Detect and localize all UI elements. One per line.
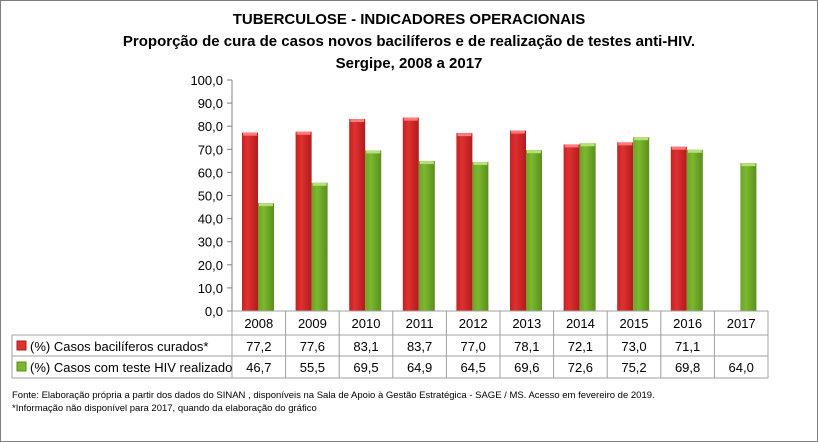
bar-top-highlight — [511, 130, 525, 134]
bar-top-highlight — [350, 119, 365, 123]
bar-hiv-test-2016 — [686, 149, 703, 311]
data-table-value: 77,2 — [246, 339, 271, 354]
legend-label: (%) Casos bacilíferos curados* — [30, 339, 208, 354]
bar-hiv-test-2017 — [740, 163, 757, 311]
data-table-value: 77,0 — [461, 339, 486, 354]
x-category-label: 2008 — [244, 316, 273, 331]
y-tick-label: 100,0 — [190, 73, 223, 88]
bar-cured-2011 — [402, 117, 419, 311]
bar-top-highlight — [457, 133, 472, 137]
bar-top-highlight — [527, 150, 541, 154]
source-note: Fonte: Elaboração própria a partir dos d… — [12, 390, 655, 401]
bar-top-highlight — [259, 203, 273, 207]
y-tick-label: 50,0 — [198, 189, 223, 204]
x-category-label: 2013 — [512, 316, 541, 331]
legend-label: (%) Casos com teste HIV realizado — [30, 360, 232, 375]
y-tick-label: 20,0 — [198, 258, 223, 273]
chart-title-line-2: Proporção de cura de casos novos bacilíf… — [123, 33, 695, 50]
y-tick-label: 80,0 — [198, 119, 223, 134]
bar-top-highlight — [296, 131, 311, 135]
legend-key-cured — [16, 340, 27, 351]
x-category-label: 2014 — [566, 316, 595, 331]
bar-top-highlight — [564, 144, 579, 148]
bar-hiv-test-2011 — [418, 161, 435, 311]
bar-top-highlight — [473, 162, 488, 166]
y-tick-label: 60,0 — [198, 165, 223, 180]
bar-top-highlight — [671, 146, 686, 150]
bar-top-highlight — [366, 150, 381, 154]
y-tick-label: 90,0 — [198, 96, 223, 111]
bar-hiv-test-2008 — [258, 203, 274, 311]
data-table-value: 83,1 — [353, 339, 378, 354]
data-table-value: 83,7 — [407, 339, 432, 354]
data-table-value: 78,1 — [514, 339, 539, 354]
data-table-value: 69,6 — [514, 360, 539, 375]
chart-title-line-1: TUBERCULOSE - INDICADORES OPERACIONAIS — [233, 11, 586, 28]
x-category-label: 2016 — [673, 316, 702, 331]
bar-hiv-test-2014 — [579, 143, 596, 311]
data-table-value: 75,2 — [621, 360, 646, 375]
x-category-label: 2015 — [620, 316, 649, 331]
bar-top-highlight — [243, 132, 257, 136]
bar-top-highlight — [403, 117, 418, 121]
data-table-value: 72,6 — [568, 360, 593, 375]
footnote: *Informação não disponível para 2017, qu… — [12, 403, 317, 414]
data-table-value: 69,8 — [675, 360, 700, 375]
y-tick-label: 0,0 — [205, 304, 223, 319]
bar-top-highlight — [312, 182, 327, 186]
bar-cured-2012 — [456, 133, 473, 311]
data-table-value: 55,5 — [300, 360, 325, 375]
bar-top-highlight — [741, 163, 756, 167]
bar-hiv-test-2015 — [633, 137, 650, 311]
bar-hiv-test-2009 — [311, 182, 328, 311]
data-table-value: 69,5 — [353, 360, 378, 375]
data-table-value: 77,6 — [300, 339, 325, 354]
data-table-value: 73,0 — [621, 339, 646, 354]
bar-top-highlight — [419, 161, 434, 165]
bar-cured-2016 — [670, 146, 687, 311]
legend-key-hiv-test — [16, 361, 27, 372]
bar-hiv-test-2013 — [526, 150, 542, 311]
bar-cured-2015 — [617, 142, 634, 311]
x-category-label: 2011 — [406, 316, 434, 331]
bar-top-highlight — [687, 149, 702, 153]
y-tick-label: 30,0 — [198, 235, 223, 250]
data-table-value: 64,9 — [407, 360, 432, 375]
chart-title-line-3: Sergipe, 2008 a 2017 — [336, 55, 483, 72]
x-category-label: 2010 — [352, 316, 381, 331]
bar-top-highlight — [634, 137, 649, 141]
bar-cured-2010 — [349, 119, 366, 311]
data-table-value: 72,1 — [568, 339, 593, 354]
x-category-label: 2017 — [727, 316, 756, 331]
x-category-label: 2009 — [298, 316, 327, 331]
bar-cured-2008 — [242, 132, 258, 311]
y-tick-label: 70,0 — [198, 142, 223, 157]
data-table-value: 64,5 — [461, 360, 486, 375]
bar-top-highlight — [580, 143, 595, 147]
y-tick-label: 10,0 — [198, 281, 223, 296]
bar-cured-2009 — [295, 131, 312, 311]
bar-hiv-test-2010 — [365, 150, 382, 311]
x-category-label: 2012 — [459, 316, 488, 331]
bar-cured-2014 — [563, 144, 580, 311]
data-table-value: 46,7 — [246, 360, 271, 375]
y-tick-label: 40,0 — [198, 212, 223, 227]
bar-top-highlight — [618, 142, 633, 146]
data-table-value: 64,0 — [729, 360, 754, 375]
bar-hiv-test-2012 — [472, 162, 489, 311]
data-table-value: 71,1 — [675, 339, 700, 354]
bar-cured-2013 — [510, 130, 526, 311]
